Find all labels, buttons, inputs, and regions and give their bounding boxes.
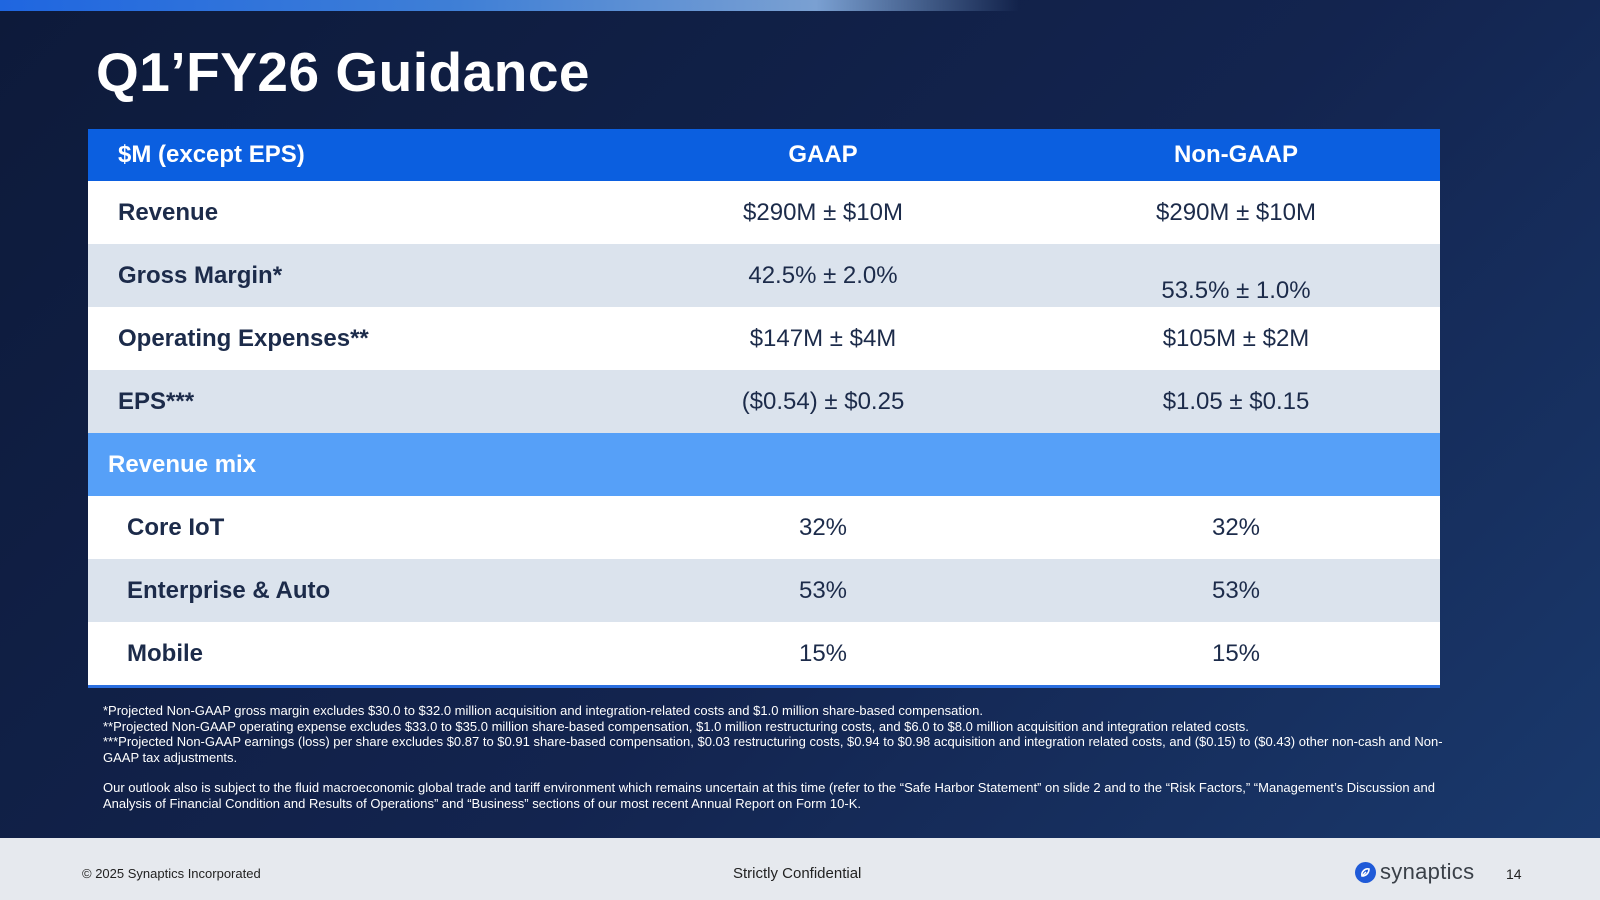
non-gaap-value: $1.05 ± $0.15 xyxy=(1162,387,1310,415)
table-header-row: $M (except EPS) GAAP Non-GAAP xyxy=(88,129,1440,181)
row-label: Operating Expenses** xyxy=(118,324,369,352)
header-metric: $M (except EPS) xyxy=(118,141,305,168)
footnotes: *Projected Non-GAAP gross margin exclude… xyxy=(103,703,1443,811)
table-row-mobile: Mobile 15% 15% xyxy=(88,622,1440,685)
table-row-revenue: Revenue $290M ± $10M $290M ± $10M xyxy=(88,181,1440,244)
gaap-value: $147M ± $4M xyxy=(749,324,897,352)
row-label: Mobile xyxy=(127,639,203,667)
table-row-eps: EPS*** ($0.54) ± $0.25 $1.05 ± $0.15 xyxy=(88,370,1440,433)
slide-title: Q1’FY26 Guidance xyxy=(96,41,591,103)
slide-footer: © 2025 Synaptics Incorporated Strictly C… xyxy=(0,838,1600,900)
gaap-value: 32% xyxy=(798,513,848,541)
gaap-value: ($0.54) ± $0.25 xyxy=(741,387,905,415)
gaap-value: 53% xyxy=(798,576,848,604)
copyright-text: © 2025 Synaptics Incorporated xyxy=(82,866,261,881)
table-row-gross-margin: Gross Margin* 42.5% ± 2.0% 53.5% ± 1.0% xyxy=(88,244,1440,307)
gaap-value: $290M ± $10M xyxy=(743,198,903,226)
non-gaap-value: $105M ± $2M xyxy=(1162,324,1310,352)
footnote-opex: **Projected Non-GAAP operating expense e… xyxy=(103,718,1249,734)
logo-wordmark: synaptics xyxy=(1380,859,1475,884)
table-row-enterprise-auto: Enterprise & Auto 53% 53% xyxy=(88,559,1440,622)
row-label: Enterprise & Auto xyxy=(127,576,331,604)
footnote-eps: ***Projected Non-GAAP earnings (loss) pe… xyxy=(103,734,1443,765)
non-gaap-value: 53.5% ± 1.0% xyxy=(1161,277,1311,304)
non-gaap-value: 15% xyxy=(1211,639,1261,667)
confidential-label: Strictly Confidential xyxy=(733,865,862,882)
company-logo: synaptics xyxy=(1355,859,1474,885)
synaptics-logo-icon xyxy=(1355,861,1376,883)
page-number: 14 xyxy=(1506,866,1522,882)
gaap-value: 15% xyxy=(798,639,848,667)
header-gaap: GAAP xyxy=(788,141,858,168)
table-row-operating-expenses: Operating Expenses** $147M ± $4M $105M ±… xyxy=(88,307,1440,370)
row-label: EPS*** xyxy=(118,387,195,415)
row-label: Gross Margin* xyxy=(118,261,283,289)
outlook-disclaimer: Our outlook also is subject to the fluid… xyxy=(103,780,1435,811)
revenue-mix-section-row: Revenue mix xyxy=(88,433,1440,496)
header-non-gaap: Non-GAAP xyxy=(1174,141,1298,168)
revenue-mix-label: Revenue mix xyxy=(108,450,257,478)
gaap-value: 42.5% ± 2.0% xyxy=(748,261,898,289)
non-gaap-value: $290M ± $10M xyxy=(1156,198,1316,226)
non-gaap-value: 32% xyxy=(1211,513,1261,541)
table-row-core-iot: Core IoT 32% 32% xyxy=(88,496,1440,559)
row-label: Core IoT xyxy=(127,513,225,541)
top-accent-bar xyxy=(0,0,1020,11)
guidance-table: $M (except EPS) GAAP Non-GAAP Revenue $2… xyxy=(88,129,1440,688)
row-label: Revenue xyxy=(118,198,219,226)
footnote-gross-margin: *Projected Non-GAAP gross margin exclude… xyxy=(103,703,983,718)
non-gaap-value: 53% xyxy=(1211,576,1261,604)
